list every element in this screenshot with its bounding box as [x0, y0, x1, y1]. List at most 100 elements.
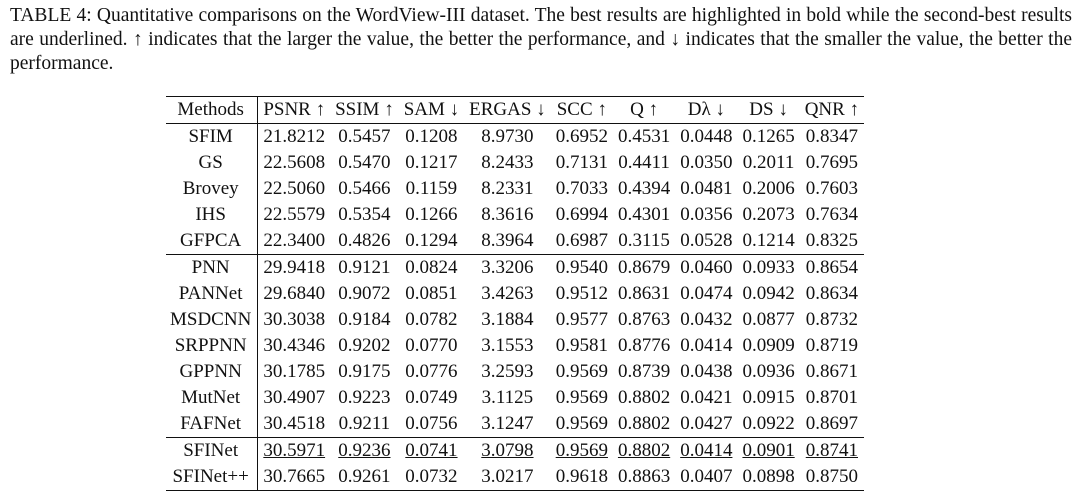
value-cell: 3.3206 [481, 257, 534, 278]
row-group: SFINet 30.5971 0.9236 0.0741 3.0798 0.9569 0.8… [166, 437, 865, 491]
value-cell: 0.8802 [617, 413, 671, 434]
table-row: MSDCNN 30.3038 0.9184 0.0782 3.1884 0.9577 0.8… [166, 307, 864, 333]
value-cell: 22.5608 [263, 152, 326, 173]
value-cell: 0.5470 [338, 152, 391, 173]
value-cell: 22.5579 [263, 204, 326, 225]
value-cell: 0.7634 [805, 204, 858, 225]
value-cell: 0.0407 [680, 466, 733, 487]
value-cell: 0.4394 [617, 178, 671, 199]
value-cell: 22.3400 [263, 230, 326, 251]
table-row: PNN 29.9418 0.9121 0.0824 3.3206 0.9540 0.8679… [166, 254, 864, 281]
value-cell: 29.9418 [263, 257, 326, 278]
value-cell: 0.0756 [405, 413, 458, 434]
value-cell: 0.9540 [555, 257, 608, 278]
value-cell: 0.8325 [805, 230, 858, 251]
method-cell: SRPPNN [166, 333, 259, 359]
value-cell: 0.9618 [555, 466, 608, 487]
value-cell: 8.9730 [481, 126, 534, 147]
value-cell: 3.4263 [481, 283, 534, 304]
value-cell: 0.8741 [805, 440, 858, 461]
value-cell: 0.2073 [742, 204, 795, 225]
method-cell: MutNet [166, 385, 259, 411]
table-row: GFPCA 22.3400 0.4826 0.1294 8.3964 0.6987 0.31… [166, 228, 864, 255]
value-cell: 0.9569 [555, 361, 608, 382]
method-cell: GPPNN [166, 359, 259, 385]
value-cell: 30.4518 [263, 413, 326, 434]
value-cell: 0.4531 [617, 126, 671, 147]
value-cell: 3.1553 [481, 335, 534, 356]
header-cell: Q ↑ [630, 99, 659, 120]
value-cell: 0.0414 [680, 440, 733, 461]
value-cell: 3.0217 [481, 466, 534, 487]
value-cell: 0.8802 [617, 440, 671, 461]
value-cell: 0.8776 [617, 335, 671, 356]
value-cell: 0.7131 [555, 152, 608, 173]
value-cell: 0.4301 [617, 204, 671, 225]
value-cell: 0.0782 [405, 309, 458, 330]
value-cell: 0.9184 [338, 309, 391, 330]
method-cell: SFINet++ [166, 464, 259, 491]
value-cell: 0.2011 [742, 152, 795, 173]
value-cell: 0.9569 [555, 440, 608, 461]
value-cell: 0.4411 [618, 152, 670, 173]
value-cell: 0.8719 [805, 335, 858, 356]
table-row: SFIM 21.8212 0.5457 0.1208 8.9730 0.6952 0.453… [166, 123, 864, 150]
value-cell: 30.7665 [263, 466, 326, 487]
table-row: GS 22.5608 0.5470 0.1217 8.2433 0.7131 0.4411 0… [166, 150, 864, 176]
value-cell: 0.9072 [338, 283, 391, 304]
row-group: SFIM 21.8212 0.5457 0.1208 8.9730 0.6952 0.453… [166, 123, 865, 255]
value-cell: 0.8631 [617, 283, 671, 304]
table-row: SRPPNN 30.4346 0.9202 0.0770 3.1553 0.9581 0.8… [166, 333, 864, 359]
value-cell: 0.0898 [742, 466, 795, 487]
value-cell: 0.0877 [742, 309, 795, 330]
value-cell: 0.8739 [617, 361, 671, 382]
value-cell: 0.8701 [805, 387, 858, 408]
value-cell: 0.1265 [742, 126, 795, 147]
method-cell: MSDCNN [166, 307, 259, 333]
value-cell: 0.0933 [742, 257, 795, 278]
header-cell: DS ↓ [749, 99, 788, 120]
value-cell: 0.0350 [680, 152, 733, 173]
value-cell: 8.2433 [481, 152, 534, 173]
value-cell: 0.0942 [742, 283, 795, 304]
table-row: Brovey 22.5060 0.5466 0.1159 8.2331 0.7033 0.4… [166, 176, 864, 202]
header-cell: Dλ ↓ [687, 99, 725, 120]
method-cell: SFIM [166, 123, 259, 150]
value-cell: 0.0356 [680, 204, 733, 225]
value-cell: 8.3964 [481, 230, 534, 251]
value-cell: 0.9261 [338, 466, 391, 487]
header-cell: QNR ↑ [804, 99, 860, 120]
value-cell: 0.0528 [680, 230, 733, 251]
value-cell: 0.0922 [742, 413, 795, 434]
value-cell: 0.8732 [805, 309, 858, 330]
value-cell: 3.1884 [481, 309, 534, 330]
value-cell: 0.2006 [742, 178, 795, 199]
method-cell: GFPCA [166, 228, 259, 255]
value-cell: 3.1125 [481, 387, 534, 408]
value-cell: 0.8697 [805, 413, 858, 434]
value-cell: 30.4907 [263, 387, 326, 408]
value-cell: 0.0414 [680, 335, 733, 356]
value-cell: 0.1294 [405, 230, 458, 251]
value-cell: 0.1208 [405, 126, 458, 147]
value-cell: 0.9211 [338, 413, 391, 434]
table-header: Methods PSNR ↑ SSIM ↑ SAM ↓ ERGAS ↓ SCC ↑ Q ↑ D… [166, 96, 865, 124]
value-cell: 0.1266 [405, 204, 458, 225]
value-cell: 0.0909 [742, 335, 795, 356]
row-group: PNN 29.9418 0.9121 0.0824 3.3206 0.9540 0.8679… [166, 254, 865, 438]
value-cell: 0.7695 [805, 152, 858, 173]
value-cell: 0.8763 [617, 309, 671, 330]
table-row: PANNet 29.6840 0.9072 0.0851 3.4263 0.9512 0.8… [166, 281, 864, 307]
method-cell: PNN [166, 254, 259, 281]
value-cell: 30.3038 [263, 309, 326, 330]
value-cell: 0.0901 [742, 440, 795, 461]
value-cell: 0.8654 [805, 257, 858, 278]
value-cell: 0.0474 [680, 283, 733, 304]
value-cell: 0.9223 [338, 387, 391, 408]
value-cell: 0.9512 [555, 283, 608, 304]
value-cell: 0.0421 [680, 387, 733, 408]
method-cell: GS [166, 150, 259, 176]
caption: TABLE 4: Quantitative comparisons on the… [10, 5, 1072, 74]
value-cell: 30.4346 [263, 335, 326, 356]
